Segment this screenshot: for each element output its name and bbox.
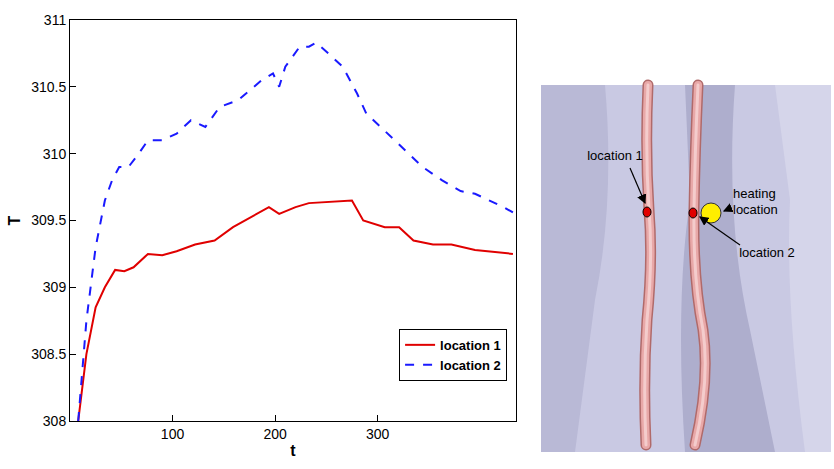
svg-text:location 2: location 2 (739, 245, 795, 260)
svg-text:310: 310 (43, 146, 67, 162)
svg-text:location 2: location 2 (440, 358, 501, 373)
svg-text:t: t (290, 442, 296, 459)
svg-text:308: 308 (43, 413, 67, 429)
svg-text:309: 309 (43, 279, 67, 295)
svg-text:300: 300 (366, 426, 390, 442)
svg-text:309.5: 309.5 (31, 212, 66, 228)
svg-text:T: T (6, 215, 23, 225)
svg-text:200: 200 (263, 426, 287, 442)
svg-text:location 1: location 1 (587, 148, 643, 163)
svg-text:308.5: 308.5 (31, 346, 66, 362)
svg-text:311: 311 (44, 12, 67, 28)
svg-text:location 1: location 1 (440, 338, 501, 353)
svg-text:100: 100 (161, 426, 185, 442)
svg-text:310.5: 310.5 (31, 79, 66, 95)
svg-text:heatinglocation: heatinglocation (733, 186, 778, 217)
